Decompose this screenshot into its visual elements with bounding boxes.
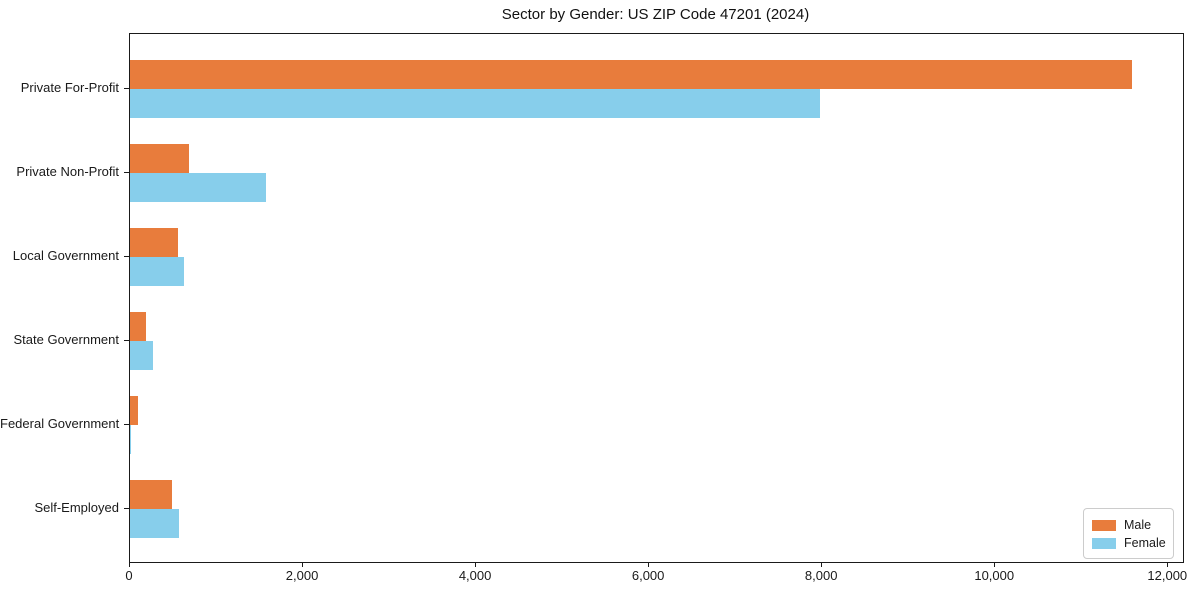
y-tick-mark [124, 256, 129, 258]
x-tick-label: 6,000 [631, 568, 665, 583]
legend-item-female: Female [1092, 535, 1166, 551]
bar-male-private-for-profit [130, 60, 1132, 89]
y-tick-label: Local Government [12, 248, 119, 263]
x-tick-mark [475, 562, 477, 567]
x-tick-mark [302, 562, 304, 567]
bar-male-self-employed [130, 480, 173, 509]
y-tick-label: Private Non-Profit [16, 164, 119, 179]
x-tick-label: 8,000 [804, 568, 838, 583]
x-tick-mark [129, 562, 131, 567]
y-tick-mark [124, 424, 129, 426]
chart-title: Sector by Gender: US ZIP Code 47201 (202… [501, 6, 810, 23]
bar-female-self-employed [130, 509, 180, 538]
y-tick-label: Self-Employed [34, 500, 119, 515]
bar-male-private-non-profit [130, 144, 189, 173]
legend-label: Female [1124, 536, 1166, 550]
y-tick-mark [124, 508, 129, 510]
x-tick-label: 0 [125, 568, 133, 583]
x-tick-label: 2,000 [285, 568, 319, 583]
x-tick-mark [648, 562, 650, 567]
legend: Male Female [1083, 508, 1174, 559]
legend-swatch-female [1092, 537, 1116, 549]
y-tick-label: Federal Government [0, 416, 120, 431]
x-tick-mark [1167, 562, 1169, 567]
plot-area [129, 33, 1184, 563]
bar-female-private-for-profit [130, 89, 821, 118]
x-tick-label: 12,000 [1147, 568, 1188, 583]
y-tick-mark [124, 172, 129, 174]
bar-female-state-government [130, 341, 154, 370]
legend-item-male: Male [1092, 517, 1165, 533]
x-tick-label: 10,000 [974, 568, 1015, 583]
legend-label: Male [1124, 518, 1152, 532]
legend-swatch-male [1092, 519, 1116, 531]
bar-female-federal-government [130, 425, 132, 454]
x-tick-mark [821, 562, 823, 567]
y-tick-label: State Government [13, 332, 120, 347]
x-tick-mark [994, 562, 996, 567]
y-tick-mark [124, 340, 129, 342]
bar-male-state-government [130, 312, 146, 341]
bar-male-local-government [130, 228, 179, 257]
y-tick-label: Private For-Profit [20, 80, 119, 95]
bar-male-federal-government [130, 396, 138, 425]
x-tick-label: 4,000 [458, 568, 492, 583]
bar-female-private-non-profit [130, 173, 266, 202]
bar-female-local-government [130, 257, 184, 286]
y-tick-mark [124, 88, 129, 90]
